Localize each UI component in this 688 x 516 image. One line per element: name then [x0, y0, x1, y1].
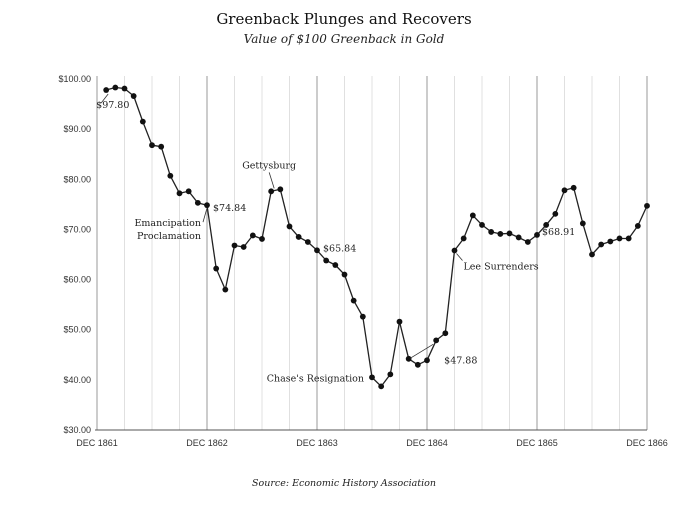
data-point — [332, 262, 339, 268]
data-point — [314, 247, 320, 254]
annotation-label: $97.80 — [96, 100, 129, 111]
data-point — [607, 238, 614, 245]
data-point — [424, 357, 430, 364]
y-tick-label: $60.00 — [63, 275, 91, 285]
data-point — [524, 239, 531, 245]
annotation-label: $74.84 — [213, 203, 246, 214]
annotations: $97.80 $74.84 Emancipation Proclamation Gett… — [96, 93, 575, 384]
data-point — [378, 383, 385, 390]
y-tick-label: $40.00 — [63, 375, 91, 385]
x-tick-label: DEC 1861 — [76, 438, 118, 448]
data-point — [497, 231, 504, 237]
data-point — [570, 184, 577, 191]
annotation-label: Proclamation — [137, 231, 201, 242]
data-points — [103, 84, 650, 390]
chart-subtitle: Value of $100 Greenback in Gold — [243, 32, 445, 46]
data-point — [625, 235, 632, 242]
data-point — [460, 235, 467, 242]
data-point — [176, 190, 183, 197]
annotation-label: $65.84 — [323, 243, 356, 254]
data-point — [359, 313, 366, 320]
annotation-leader — [268, 172, 275, 189]
data-point — [479, 222, 485, 228]
chart-title: Greenback Plunges and Recovers — [216, 10, 472, 28]
data-point — [249, 232, 256, 239]
data-point — [488, 229, 495, 235]
data-point — [112, 84, 119, 91]
y-tick-label: $30.00 — [63, 425, 91, 435]
data-point — [579, 220, 586, 227]
axes: $30.00 $40.00 $50.00 $60.00 $70.00 $80.00 $90.… — [58, 74, 667, 448]
annotation-leader — [456, 253, 463, 261]
data-point — [240, 244, 247, 250]
data-point — [259, 236, 265, 242]
data-point — [213, 265, 220, 272]
y-tick-label: $90.00 — [63, 124, 91, 134]
data-point — [369, 374, 375, 381]
annotation-label: $68.91 — [542, 227, 575, 238]
x-tick-label: DEC 1864 — [406, 438, 448, 448]
data-point — [534, 231, 540, 238]
data-point — [185, 188, 192, 195]
data-point — [121, 85, 128, 92]
y-tick-label: $80.00 — [63, 174, 91, 184]
data-point — [350, 297, 357, 304]
data-point — [634, 223, 641, 229]
data-point — [552, 210, 559, 217]
data-point — [387, 371, 394, 378]
data-point — [396, 318, 403, 325]
data-point — [194, 199, 201, 206]
y-tick-label: $50.00 — [63, 325, 91, 335]
data-point — [469, 212, 476, 219]
data-point — [442, 330, 449, 337]
x-tick-label: DEC 1862 — [186, 438, 228, 448]
data-point — [158, 143, 165, 150]
data-point — [561, 187, 568, 194]
data-point — [598, 241, 605, 248]
data-point — [341, 271, 348, 278]
data-point — [139, 118, 146, 125]
data-point — [543, 222, 550, 228]
data-point — [304, 239, 311, 245]
annotation-label: $47.88 — [444, 355, 477, 366]
chart-source: Source: Economic History Association — [252, 478, 436, 489]
data-point — [405, 355, 412, 362]
x-tick-label: DEC 1865 — [516, 438, 558, 448]
data-point — [644, 202, 650, 209]
data-point — [295, 234, 302, 240]
x-tick-label: DEC 1866 — [626, 438, 668, 448]
annotation-label: Emancipation — [134, 218, 201, 229]
data-point — [616, 235, 623, 242]
data-point — [277, 186, 284, 193]
data-point — [167, 172, 174, 179]
annotation-leader — [202, 208, 208, 223]
x-tick-label: DEC 1863 — [296, 438, 338, 448]
data-point — [286, 223, 293, 230]
y-tick-label: $100.00 — [58, 74, 91, 84]
data-point — [451, 247, 458, 254]
data-point — [515, 234, 522, 241]
data-point — [506, 230, 513, 237]
data-point — [323, 257, 330, 264]
data-point — [103, 87, 110, 93]
annotation-label: Chase's Resignation — [267, 373, 364, 384]
annotation-leader — [100, 93, 109, 104]
y-tick-label: $70.00 — [63, 224, 91, 234]
data-point — [433, 337, 440, 344]
data-point — [222, 286, 229, 293]
annotation-label: Gettysburg — [242, 160, 296, 171]
data-point — [268, 188, 275, 195]
data-point — [149, 142, 155, 149]
annotation-label: Lee Surrenders — [464, 261, 539, 272]
data-point — [130, 93, 137, 99]
data-point — [414, 361, 421, 368]
data-point — [204, 202, 210, 209]
annotation-leader — [409, 344, 434, 359]
data-point — [589, 251, 595, 258]
data-point — [231, 242, 238, 249]
